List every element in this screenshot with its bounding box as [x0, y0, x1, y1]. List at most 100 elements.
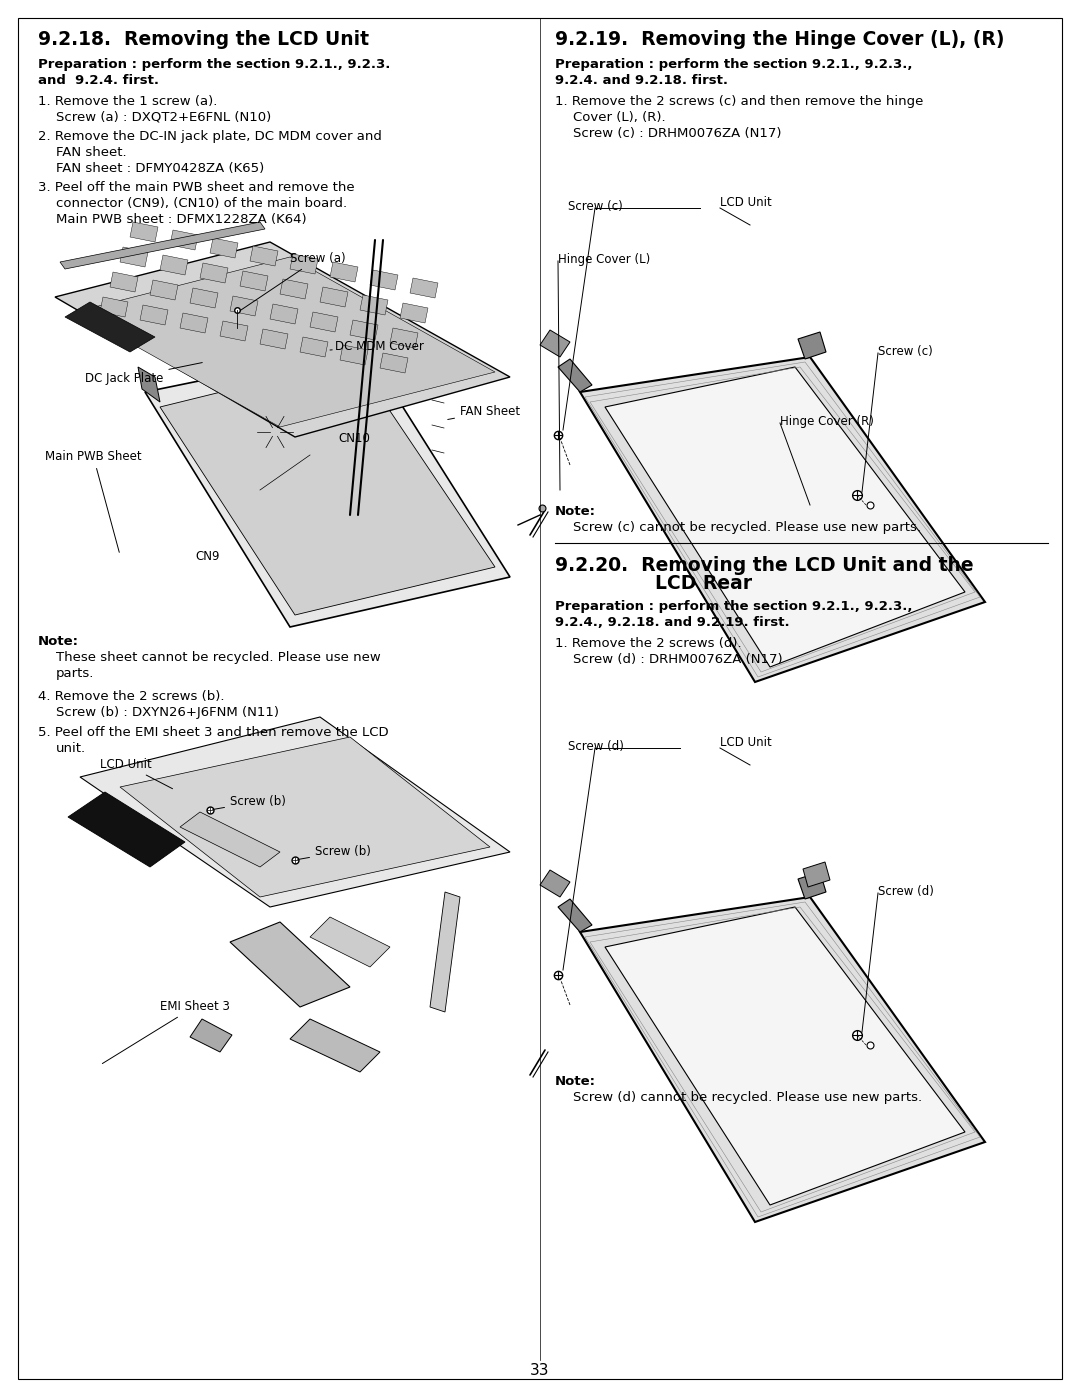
Text: Screw (d): Screw (d) [878, 886, 934, 898]
Polygon shape [798, 332, 826, 359]
Polygon shape [68, 792, 185, 868]
Text: Screw (d): Screw (d) [568, 740, 624, 753]
Text: DC MDM Cover: DC MDM Cover [330, 339, 423, 353]
Text: Preparation : perform the section 9.2.1., 9.2.3.,: Preparation : perform the section 9.2.1.… [555, 599, 913, 613]
Text: These sheet cannot be recycled. Please use new: These sheet cannot be recycled. Please u… [56, 651, 381, 664]
Polygon shape [100, 298, 129, 317]
Polygon shape [138, 367, 160, 402]
Polygon shape [605, 907, 966, 1206]
Polygon shape [190, 1018, 232, 1052]
Text: Note:: Note: [38, 636, 79, 648]
Text: CN9: CN9 [195, 550, 219, 563]
Polygon shape [220, 321, 248, 341]
Circle shape [253, 409, 297, 454]
Polygon shape [291, 254, 318, 274]
Polygon shape [180, 313, 208, 332]
Text: Screw (a): Screw (a) [241, 251, 346, 310]
Polygon shape [370, 270, 399, 291]
Polygon shape [160, 256, 188, 275]
Polygon shape [558, 359, 592, 393]
Polygon shape [360, 295, 388, 314]
Text: Screw (b) : DXYN26+J6FNM (N11): Screw (b) : DXYN26+J6FNM (N11) [56, 705, 279, 719]
Polygon shape [110, 272, 138, 292]
Text: unit.: unit. [56, 742, 86, 754]
Text: 3. Peel off the main PWB sheet and remove the: 3. Peel off the main PWB sheet and remov… [38, 182, 354, 194]
Text: parts.: parts. [56, 666, 94, 680]
Text: FAN sheet : DFMY0428ZA (K65): FAN sheet : DFMY0428ZA (K65) [56, 162, 265, 175]
Polygon shape [390, 328, 418, 348]
Text: Hinge Cover (L): Hinge Cover (L) [558, 253, 650, 265]
Text: EMI Sheet 3: EMI Sheet 3 [103, 1000, 230, 1063]
Polygon shape [150, 279, 178, 300]
Polygon shape [410, 278, 438, 298]
Text: 1. Remove the 2 screws (d).: 1. Remove the 2 screws (d). [555, 637, 742, 650]
Text: Screw (c) : DRHM0076ZA (N17): Screw (c) : DRHM0076ZA (N17) [573, 127, 782, 140]
Text: Screw (b): Screw (b) [298, 845, 370, 859]
Text: 9.2.4. and 9.2.18. first.: 9.2.4. and 9.2.18. first. [555, 74, 728, 87]
Polygon shape [580, 897, 985, 1222]
Polygon shape [605, 367, 966, 666]
Polygon shape [340, 345, 368, 365]
Polygon shape [804, 862, 831, 887]
Polygon shape [320, 286, 348, 307]
Text: LCD Rear: LCD Rear [654, 574, 752, 592]
Text: Screw (c): Screw (c) [878, 345, 933, 358]
Text: CN10: CN10 [338, 432, 369, 446]
Text: 9.2.18.  Removing the LCD Unit: 9.2.18. Removing the LCD Unit [38, 29, 369, 49]
Polygon shape [558, 900, 592, 932]
Polygon shape [798, 872, 826, 900]
Text: Screw (a) : DXQT2+E6FNL (N10): Screw (a) : DXQT2+E6FNL (N10) [56, 110, 271, 124]
Polygon shape [580, 358, 985, 682]
Text: LCD Unit: LCD Unit [720, 736, 772, 749]
Polygon shape [400, 303, 428, 323]
Text: 9.2.4., 9.2.18. and 9.2.19. first.: 9.2.4., 9.2.18. and 9.2.19. first. [555, 616, 789, 629]
Polygon shape [310, 312, 338, 332]
Text: Screw (d) : DRHM0076ZA (N17): Screw (d) : DRHM0076ZA (N17) [573, 652, 783, 666]
Polygon shape [80, 717, 510, 907]
Polygon shape [140, 305, 168, 326]
Polygon shape [180, 812, 280, 868]
Polygon shape [291, 1018, 380, 1071]
Polygon shape [170, 231, 198, 250]
Polygon shape [230, 922, 350, 1007]
Polygon shape [60, 222, 265, 270]
Text: Screw (c): Screw (c) [568, 200, 623, 212]
Text: Cover (L), (R).: Cover (L), (R). [573, 110, 665, 124]
Polygon shape [310, 916, 390, 967]
Polygon shape [540, 870, 570, 897]
Polygon shape [55, 242, 510, 437]
Text: Screw (d) cannot be recycled. Please use new parts.: Screw (d) cannot be recycled. Please use… [573, 1091, 922, 1104]
Polygon shape [249, 246, 278, 265]
Text: Note:: Note: [555, 504, 596, 518]
Polygon shape [270, 305, 298, 324]
Text: Note:: Note: [555, 1076, 596, 1088]
Text: 4. Remove the 2 screws (b).: 4. Remove the 2 screws (b). [38, 690, 225, 703]
Text: Screw (b): Screw (b) [213, 795, 286, 809]
Polygon shape [120, 738, 490, 897]
Text: Main PWB Sheet: Main PWB Sheet [45, 450, 141, 552]
Polygon shape [130, 222, 158, 242]
Text: Preparation : perform the section 9.2.1., 9.2.3.,: Preparation : perform the section 9.2.1.… [555, 59, 913, 71]
Polygon shape [540, 330, 570, 358]
Text: FAN sheet.: FAN sheet. [56, 147, 126, 159]
Polygon shape [75, 257, 495, 427]
Text: and  9.2.4. first.: and 9.2.4. first. [38, 74, 159, 87]
Text: 9.2.19.  Removing the Hinge Cover (L), (R): 9.2.19. Removing the Hinge Cover (L), (R… [555, 29, 1004, 49]
Polygon shape [210, 237, 238, 258]
Text: LCD Unit: LCD Unit [720, 196, 772, 210]
Polygon shape [350, 320, 378, 339]
Polygon shape [160, 359, 495, 615]
Polygon shape [120, 247, 148, 267]
Text: connector (CN9), (CN10) of the main board.: connector (CN9), (CN10) of the main boar… [56, 197, 347, 210]
Text: Preparation : perform the section 9.2.1., 9.2.3.: Preparation : perform the section 9.2.1.… [38, 59, 390, 71]
Text: 9.2.20.  Removing the LCD Unit and the: 9.2.20. Removing the LCD Unit and the [555, 556, 974, 576]
Text: DC Jack Plate: DC Jack Plate [85, 363, 202, 386]
Polygon shape [430, 893, 460, 1011]
Text: Hinge Cover (R): Hinge Cover (R) [780, 415, 874, 427]
Polygon shape [330, 263, 357, 282]
Text: 2. Remove the DC-IN jack plate, DC MDM cover and: 2. Remove the DC-IN jack plate, DC MDM c… [38, 130, 382, 142]
Polygon shape [190, 288, 218, 307]
Text: LCD Unit: LCD Unit [100, 759, 173, 789]
Text: 5. Peel off the EMI sheet 3 and then remove the LCD: 5. Peel off the EMI sheet 3 and then rem… [38, 726, 389, 739]
Text: 33: 33 [530, 1363, 550, 1377]
